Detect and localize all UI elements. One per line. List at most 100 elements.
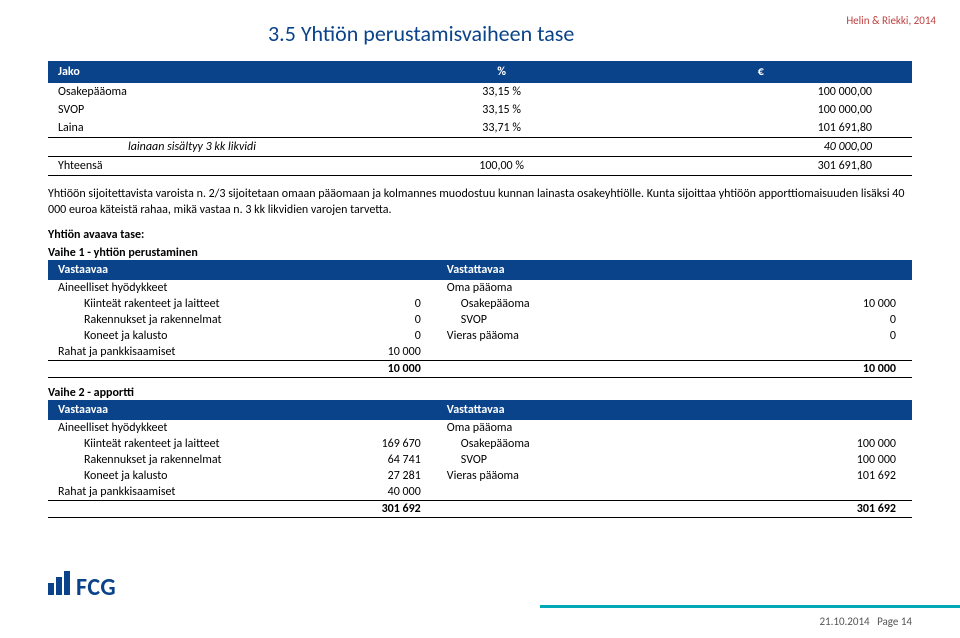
cell-value: 0 bbox=[333, 296, 437, 312]
cell-value: 10 000 bbox=[722, 296, 912, 312]
phase2-table: Vastaavaa Vastattavaa Aineelliset hyödyk… bbox=[48, 400, 912, 518]
table-row: Rahat ja pankkisaamiset 10 000 bbox=[48, 344, 912, 361]
table-row: Rakennukset ja rakennelmat 0 SVOP 0 bbox=[48, 312, 912, 328]
cell-value: 101 692 bbox=[722, 468, 912, 484]
jako-table: Jako % € Osakepääoma 33,15 % 100 000,00 … bbox=[48, 61, 912, 176]
cell-value: 100 000 bbox=[722, 452, 912, 468]
table-total-row: Yhteensä 100,00 % 301 691,80 bbox=[48, 157, 912, 176]
head-vastattavaa: Vastattavaa bbox=[437, 400, 912, 420]
cell-value bbox=[722, 420, 912, 436]
cell-label: Koneet ja kalusto bbox=[48, 468, 333, 484]
cell-value: 27 281 bbox=[333, 468, 437, 484]
cell-value: 100 000 bbox=[722, 436, 912, 452]
cell-pct: 33,15 % bbox=[394, 101, 610, 119]
table-row: Kiinteät rakenteet ja laitteet 169 670 O… bbox=[48, 436, 912, 452]
page: Helin & Riekki, 2014 3.5 Yhtiön perustam… bbox=[0, 0, 960, 638]
cell-label: Rakennukset ja rakennelmat bbox=[48, 452, 333, 468]
cell-value: 64 741 bbox=[333, 452, 437, 468]
table-row: Rakennukset ja rakennelmat 64 741 SVOP 1… bbox=[48, 452, 912, 468]
cell-eur: 40 000,00 bbox=[610, 138, 912, 157]
cell-label: SVOP bbox=[437, 312, 722, 328]
cell-label: Kiinteät rakenteet ja laitteet bbox=[48, 296, 333, 312]
cell-pct: 33,71 % bbox=[394, 119, 610, 138]
col-eur: € bbox=[610, 61, 912, 83]
cell-value: 40 000 bbox=[333, 484, 437, 501]
logo-bars-icon bbox=[48, 571, 72, 595]
col-jako: Jako bbox=[48, 61, 394, 83]
cell-label: Yhteensä bbox=[48, 157, 394, 176]
cell-label: Osakepääoma bbox=[437, 296, 722, 312]
table-row: Koneet ja kalusto 0 Vieras pääoma 0 bbox=[48, 328, 912, 344]
table-header-row: Vastaavaa Vastattavaa bbox=[48, 260, 912, 280]
cell-value: 0 bbox=[333, 328, 437, 344]
cell-pct: 100,00 % bbox=[394, 157, 610, 176]
cell-label bbox=[48, 501, 333, 518]
table-row: Laina 33,71 % 101 691,80 bbox=[48, 119, 912, 138]
accent-bar bbox=[540, 605, 960, 608]
table-row: SVOP 33,15 % 100 000,00 bbox=[48, 101, 912, 119]
table-total-row: 10 000 10 000 bbox=[48, 361, 912, 378]
cell-value: 10 000 bbox=[333, 344, 437, 361]
table-header-row: Jako % € bbox=[48, 61, 912, 83]
cell-label bbox=[437, 361, 722, 378]
cell-value bbox=[722, 484, 912, 501]
cell-label bbox=[437, 484, 722, 501]
cell-eur: 301 691,80 bbox=[610, 157, 912, 176]
table-total-row: 301 692 301 692 bbox=[48, 501, 912, 518]
phase1-table: Vastaavaa Vastattavaa Aineelliset hyödyk… bbox=[48, 260, 912, 378]
cell-label: Rahat ja pankkisaamiset bbox=[48, 484, 333, 501]
right-group: Oma pääoma bbox=[437, 420, 722, 436]
cell-value: 301 692 bbox=[722, 501, 912, 518]
table-row: Aineelliset hyödykkeet Oma pääoma bbox=[48, 420, 912, 436]
cell-value bbox=[333, 280, 437, 296]
cell-value: 0 bbox=[722, 312, 912, 328]
cell-value: 169 670 bbox=[333, 436, 437, 452]
table-row: Osakepääoma 33,15 % 100 000,00 bbox=[48, 83, 912, 101]
cell-label: Rahat ja pankkisaamiset bbox=[48, 344, 333, 361]
attribution: Helin & Riekki, 2014 bbox=[846, 14, 936, 27]
cell-value: 10 000 bbox=[722, 361, 912, 378]
cell-label: Kiinteät rakenteet ja laitteet bbox=[48, 436, 333, 452]
cell-value bbox=[722, 280, 912, 296]
table-row: Aineelliset hyödykkeet Oma pääoma bbox=[48, 280, 912, 296]
paragraph: Yhtiöön sijoitettavista varoista n. 2/3 … bbox=[48, 186, 912, 218]
opening-title: Yhtiön avaava tase: bbox=[48, 228, 912, 242]
cell-label: Vieras pääoma bbox=[437, 328, 722, 344]
right-group: Oma pääoma bbox=[437, 280, 722, 296]
table-subrow: lainaan sisältyy 3 kk likvidi 40 000,00 bbox=[48, 138, 912, 157]
cell-pct bbox=[394, 138, 610, 157]
footer-date: 21.10.2014 bbox=[819, 615, 869, 628]
cell-label: Osakepääoma bbox=[48, 83, 394, 101]
phase2-title: Vaihe 2 - apportti bbox=[48, 386, 912, 400]
cell-label: Vieras pääoma bbox=[437, 468, 722, 484]
table-row: Kiinteät rakenteet ja laitteet 0 Osakepä… bbox=[48, 296, 912, 312]
phase1-title: Vaihe 1 - yhtiön perustaminen bbox=[48, 246, 912, 260]
table-row: Koneet ja kalusto 27 281 Vieras pääoma 1… bbox=[48, 468, 912, 484]
col-pct: % bbox=[394, 61, 610, 83]
cell-value bbox=[333, 420, 437, 436]
section-title: 3.5 Yhtiön perustamisvaiheen tase bbox=[268, 20, 912, 47]
cell-eur: 100 000,00 bbox=[610, 83, 912, 101]
cell-pct: 33,15 % bbox=[394, 83, 610, 101]
cell-value: 0 bbox=[333, 312, 437, 328]
cell-label: Rakennukset ja rakennelmat bbox=[48, 312, 333, 328]
cell-label: Laina bbox=[48, 119, 394, 138]
cell-label: SVOP bbox=[48, 101, 394, 119]
left-group: Aineelliset hyödykkeet bbox=[48, 420, 333, 436]
cell-eur: 100 000,00 bbox=[610, 101, 912, 119]
footer-page: Page 14 bbox=[877, 615, 912, 628]
cell-label bbox=[48, 361, 333, 378]
cell-label: SVOP bbox=[437, 452, 722, 468]
left-group: Aineelliset hyödykkeet bbox=[48, 280, 333, 296]
footer: 21.10.2014 Page 14 bbox=[819, 615, 912, 628]
cell-label bbox=[437, 501, 722, 518]
cell-sublabel: lainaan sisältyy 3 kk likvidi bbox=[48, 138, 394, 157]
cell-value: 301 692 bbox=[333, 501, 437, 518]
head-vastaavaa: Vastaavaa bbox=[48, 260, 437, 280]
cell-label: Koneet ja kalusto bbox=[48, 328, 333, 344]
cell-eur: 101 691,80 bbox=[610, 119, 912, 138]
cell-value: 10 000 bbox=[333, 361, 437, 378]
cell-value: 0 bbox=[722, 328, 912, 344]
table-row: Rahat ja pankkisaamiset 40 000 bbox=[48, 484, 912, 501]
table-header-row: Vastaavaa Vastattavaa bbox=[48, 400, 912, 420]
